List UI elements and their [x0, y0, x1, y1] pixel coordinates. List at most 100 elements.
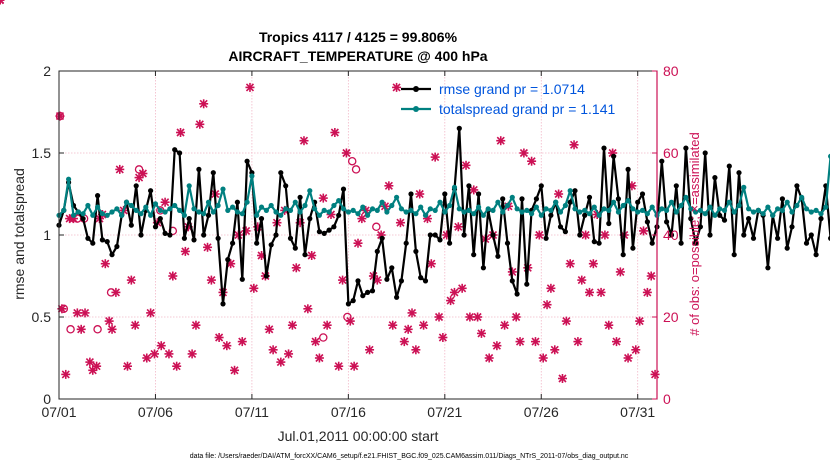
footer-datafile: data file: /Users/raeder/DAI/ATM_forcXX/…	[190, 453, 629, 460]
rmse-point	[138, 232, 144, 238]
obs-assimilated-point	[469, 185, 479, 195]
totalspread-point	[567, 188, 573, 194]
rmse-point	[422, 278, 429, 284]
obs-assimilated-point	[214, 333, 224, 342]
totalspread-point	[268, 202, 274, 209]
rmse-point	[157, 216, 163, 222]
totalspread-point	[374, 207, 380, 213]
legend: rmse grand pr = 1.0714 totalspread grand…	[401, 81, 616, 117]
rmse-point	[230, 240, 236, 246]
totalspread-point	[779, 207, 786, 213]
totalspread-point	[66, 176, 72, 182]
obs-assimilated-point	[515, 337, 525, 347]
rmse-point	[297, 194, 303, 200]
x-tick-label: 07/01	[41, 404, 76, 420]
rmse-point	[268, 242, 274, 248]
totalspread-point	[504, 202, 511, 209]
totalspread-point	[456, 206, 462, 212]
totalspread-point	[765, 204, 771, 210]
totalspread-point	[355, 211, 361, 217]
rmse-point	[712, 175, 718, 181]
rmse-point	[167, 232, 173, 238]
totalspread-point	[639, 207, 646, 213]
obs-assimilated-point	[635, 316, 645, 326]
obs-assimilated-point	[573, 337, 583, 347]
obs-assimilated-point	[388, 320, 398, 330]
totalspread-point	[577, 209, 583, 215]
totalspread-point	[340, 206, 347, 212]
totalspread-point	[234, 209, 240, 215]
obs-assimilated-point	[461, 160, 471, 170]
totalspread-point	[490, 207, 496, 213]
rmse-point	[750, 235, 757, 241]
obs-assimilated-point	[557, 374, 567, 383]
obs-assimilated-point	[138, 169, 148, 178]
totalspread-point	[514, 206, 520, 212]
totalspread-point	[254, 212, 260, 218]
rmse-point	[355, 278, 361, 284]
totalspread-point	[365, 212, 371, 218]
rmse-point	[177, 150, 183, 156]
obs-assimilated-point	[365, 345, 375, 355]
totalspread-point	[760, 211, 766, 217]
rmse-point	[625, 166, 631, 172]
rmse-point	[172, 147, 178, 153]
rmse-point	[369, 288, 376, 294]
rmse-point	[258, 216, 265, 222]
rmse-point	[254, 240, 260, 246]
rmse-point	[85, 235, 91, 241]
rmse-point	[408, 191, 414, 197]
totalspread-point	[476, 204, 482, 210]
totalspread-point	[99, 211, 105, 217]
totalspread-point	[239, 211, 245, 217]
totalspread-point	[553, 199, 559, 205]
obs-assimilated-point	[411, 345, 421, 355]
totalspread-point	[220, 186, 226, 192]
obs-assimilated-point	[164, 349, 174, 359]
obs-assimilated-point	[330, 128, 340, 137]
totalspread-point	[75, 209, 81, 215]
totalspread-point	[215, 202, 221, 209]
rmse-point	[273, 232, 279, 238]
obs-assimilated-point	[534, 230, 544, 240]
rmse-point	[649, 240, 655, 246]
rmse-point	[606, 220, 612, 227]
totalspread-point	[128, 202, 134, 209]
obs-assimilated-point	[584, 287, 594, 297]
rmse-point	[683, 145, 689, 151]
totalspread-point	[394, 194, 400, 200]
totalspread-point	[437, 199, 443, 205]
totalspread-point	[196, 209, 202, 215]
totalspread-point	[461, 209, 467, 215]
rmse-point	[721, 217, 728, 223]
totalspread-point	[451, 184, 458, 190]
rmse-point	[779, 196, 786, 202]
rmse-point	[148, 188, 154, 194]
totalspread-point	[794, 202, 800, 209]
obs-assimilated-point	[241, 226, 251, 236]
obs-assimilated-point	[449, 287, 459, 297]
obs-assimilated-point	[249, 283, 259, 293]
rmse-point	[336, 212, 342, 218]
obs-assimilated-point	[395, 218, 405, 228]
obs-assimilated-point	[146, 308, 156, 318]
obs-assimilated-point	[156, 341, 166, 351]
totalspread-point	[557, 209, 564, 215]
totalspread-point	[770, 212, 776, 218]
totalspread-point	[336, 198, 342, 204]
totalspread-point	[283, 206, 289, 212]
rmse-point	[789, 224, 795, 230]
obs-assimilated-point	[561, 316, 571, 326]
obs-assimilated-point	[415, 189, 425, 199]
obs-assimilated-point	[345, 316, 355, 326]
totalspread-point	[823, 204, 829, 210]
x-tick-label: 07/16	[331, 404, 366, 420]
totalspread-point	[543, 206, 549, 212]
rmse-point	[244, 158, 250, 164]
obs-assimilated-point	[122, 361, 132, 371]
totalspread-point	[119, 212, 125, 218]
rmse-point	[659, 158, 665, 164]
rmse-point	[784, 245, 790, 251]
totalspread-point	[258, 204, 265, 210]
totalspread-point	[755, 207, 761, 213]
